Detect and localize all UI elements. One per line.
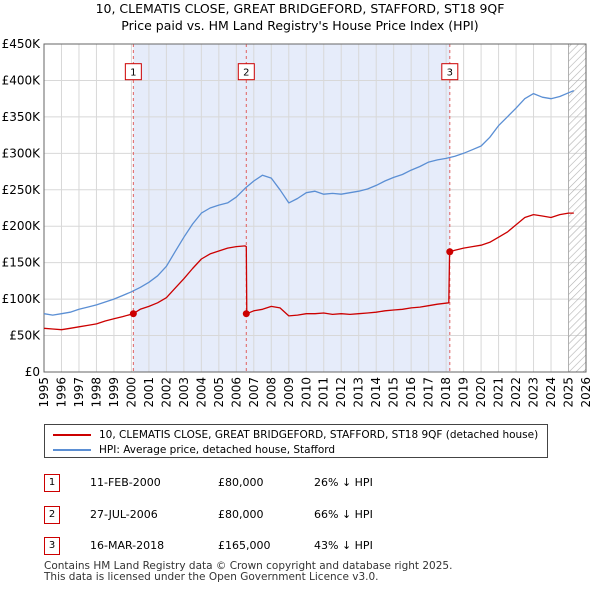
legend-swatch-property bbox=[53, 434, 91, 436]
sale-date: 27-JUL-2006 bbox=[90, 508, 158, 521]
y-tick-label: £150K bbox=[2, 256, 42, 270]
x-tick-label: 2012 bbox=[334, 377, 348, 408]
sale-marker-badge: 2 bbox=[44, 506, 60, 524]
y-tick-label: £450K bbox=[2, 37, 42, 51]
x-tick-label: 2019 bbox=[457, 377, 471, 408]
x-tick-label: 2017 bbox=[422, 377, 436, 408]
sale-point bbox=[446, 248, 453, 255]
chart-title: 10, CLEMATIS CLOSE, GREAT BRIDGEFORD, ST… bbox=[96, 1, 505, 16]
y-tick-label: £50K bbox=[9, 329, 41, 343]
x-tick-label: 2022 bbox=[509, 377, 523, 408]
footer: Contains HM Land Registry data © Crown c… bbox=[44, 561, 452, 583]
legend: 10, CLEMATIS CLOSE, GREAT BRIDGEFORD, ST… bbox=[44, 424, 548, 458]
y-tick-label: £300K bbox=[2, 146, 42, 160]
x-tick-label: 1999 bbox=[107, 377, 121, 408]
y-tick-label: £350K bbox=[2, 110, 42, 124]
forecast-hatch bbox=[569, 44, 586, 372]
x-tick-label: 2010 bbox=[299, 377, 313, 408]
x-tick-label: 2023 bbox=[527, 377, 541, 408]
sale-price: £80,000 bbox=[218, 476, 264, 489]
x-tick-label: 2005 bbox=[212, 377, 226, 408]
legend-label-hpi: HPI: Average price, detached house, Staf… bbox=[99, 443, 335, 457]
x-tick-label: 2018 bbox=[439, 377, 453, 408]
x-tick-label: 2016 bbox=[404, 377, 418, 408]
x-tick-label: 2008 bbox=[264, 377, 278, 408]
sale-hpi-diff: 66% ↓ HPI bbox=[314, 508, 373, 521]
price-chart: 10, CLEMATIS CLOSE, GREAT BRIDGEFORD, ST… bbox=[0, 0, 600, 420]
x-tick-label: 2021 bbox=[492, 377, 506, 408]
x-tick-label: 2025 bbox=[562, 377, 576, 408]
x-tick-label: 2015 bbox=[387, 377, 401, 408]
x-tick-label: 2007 bbox=[247, 377, 261, 408]
x-tick-label: 1995 bbox=[37, 377, 51, 408]
y-tick-label: £100K bbox=[2, 292, 42, 306]
sale-hpi-diff: 26% ↓ HPI bbox=[314, 476, 373, 489]
ownership-period-shade bbox=[133, 44, 246, 372]
sale-date: 16-MAR-2018 bbox=[90, 539, 164, 552]
x-tick-label: 2003 bbox=[177, 377, 191, 408]
sale-row: 3 16-MAR-2018 £165,000 43% ↓ HPI bbox=[0, 537, 600, 557]
x-tick-label: 1996 bbox=[54, 377, 68, 408]
sale-price: £165,000 bbox=[218, 539, 271, 552]
x-tick-label: 2002 bbox=[159, 377, 173, 408]
footer-licence: This data is licensed under the Open Gov… bbox=[44, 572, 452, 583]
legend-label-property: 10, CLEMATIS CLOSE, GREAT BRIDGEFORD, ST… bbox=[99, 428, 538, 442]
sale-row: 1 11-FEB-2000 £80,000 26% ↓ HPI bbox=[0, 474, 600, 494]
y-tick-label: £200K bbox=[2, 219, 42, 233]
y-tick-label: £400K bbox=[2, 73, 42, 87]
x-tick-label: 1998 bbox=[89, 377, 103, 408]
x-tick-label: 1997 bbox=[72, 377, 86, 408]
x-tick-label: 2013 bbox=[352, 377, 366, 408]
x-tick-label: 2006 bbox=[229, 377, 243, 408]
sale-date: 11-FEB-2000 bbox=[90, 476, 161, 489]
y-tick-label: £250K bbox=[2, 183, 42, 197]
x-tick-label: 2004 bbox=[194, 377, 208, 408]
legend-swatch-hpi bbox=[53, 449, 91, 451]
x-tick-label: 2001 bbox=[142, 377, 156, 408]
sale-price: £80,000 bbox=[218, 508, 264, 521]
x-tick-label: 2000 bbox=[124, 377, 138, 408]
chart-subtitle: Price paid vs. HM Land Registry's House … bbox=[121, 18, 478, 33]
sale-point bbox=[243, 310, 250, 317]
sale-marker-badge: 1 bbox=[44, 474, 60, 492]
x-tick-label: 2020 bbox=[474, 377, 488, 408]
x-tick-label: 2014 bbox=[369, 377, 383, 408]
sale-marker-badge: 3 bbox=[44, 537, 60, 555]
ownership-period-shade bbox=[246, 44, 450, 372]
sale-number-label: 2 bbox=[243, 68, 249, 79]
x-tick-label: 2024 bbox=[544, 377, 558, 408]
y-tick-label: £0 bbox=[25, 365, 40, 379]
sale-number-label: 1 bbox=[130, 68, 136, 79]
sale-number-label: 3 bbox=[447, 68, 453, 79]
sale-point bbox=[130, 310, 137, 317]
x-tick-label: 2011 bbox=[317, 377, 331, 408]
x-tick-label: 2009 bbox=[282, 377, 296, 408]
sale-row: 2 27-JUL-2006 £80,000 66% ↓ HPI bbox=[0, 506, 600, 526]
sale-hpi-diff: 43% ↓ HPI bbox=[314, 539, 373, 552]
x-tick-label: 2026 bbox=[579, 377, 593, 408]
